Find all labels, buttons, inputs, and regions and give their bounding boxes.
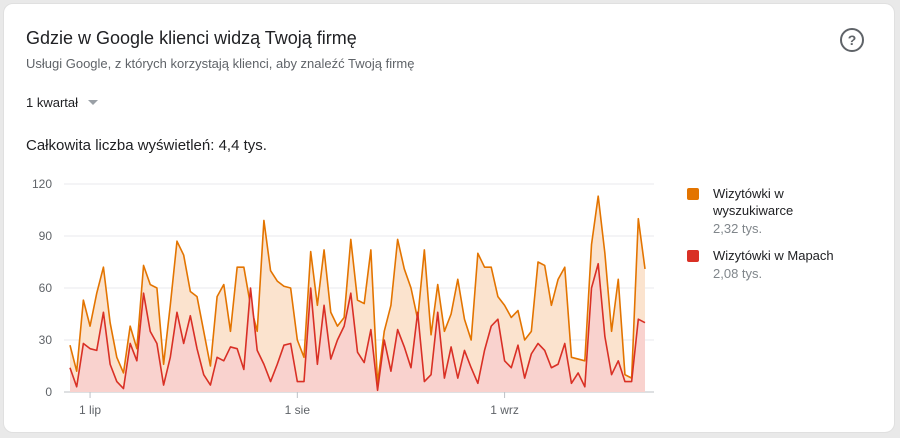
chart-legend: Wizytówki w wyszukiwarce 2,32 tys. Wizyt… — [687, 185, 867, 292]
x-tick-label: 1 wrz — [490, 403, 519, 417]
legend-value: 2,32 tys. — [713, 221, 763, 236]
y-tick-label: 30 — [39, 333, 53, 347]
legend-label: Wizytówki w Mapach — [713, 248, 834, 263]
legend-label: Wizytówki w wyszukiwarce — [713, 186, 794, 218]
total-views: Całkowita liczba wyświetleń: 4,4 tys. — [26, 137, 267, 154]
y-tick-label: 120 — [32, 177, 52, 191]
y-tick-label: 0 — [45, 385, 52, 399]
y-tick-label: 60 — [39, 281, 53, 295]
performance-card: Gdzie w Google klienci widzą Twoją firmę… — [3, 3, 895, 433]
y-tick-label: 90 — [39, 229, 53, 243]
series-area-maps — [70, 263, 645, 392]
legend-swatch-search — [687, 188, 699, 200]
help-icon[interactable]: ? — [840, 28, 864, 52]
x-tick-label: 1 sie — [285, 403, 311, 417]
legend-swatch-maps — [687, 250, 699, 262]
card-subtitle: Usługi Google, z których korzystają klie… — [26, 56, 415, 71]
period-dropdown-value: 1 kwartał — [26, 95, 79, 110]
legend-item-search[interactable]: Wizytówki w wyszukiwarce 2,32 tys. — [687, 185, 867, 239]
x-tick-label: 1 lip — [79, 403, 101, 417]
area-chart: 0 30 60 90 120 1 lip 1 sie 1 wrz — [32, 177, 654, 417]
series-line-maps — [69, 262, 646, 392]
legend-value: 2,08 tys. — [713, 266, 763, 281]
caret-down-icon — [88, 100, 99, 105]
card-title: Gdzie w Google klienci widzą Twoją firmę — [26, 28, 357, 48]
legend-item-maps[interactable]: Wizytówki w Mapach 2,08 tys. — [687, 247, 867, 284]
series-line-search — [69, 195, 646, 385]
period-dropdown[interactable]: 1 kwartał — [26, 95, 99, 110]
